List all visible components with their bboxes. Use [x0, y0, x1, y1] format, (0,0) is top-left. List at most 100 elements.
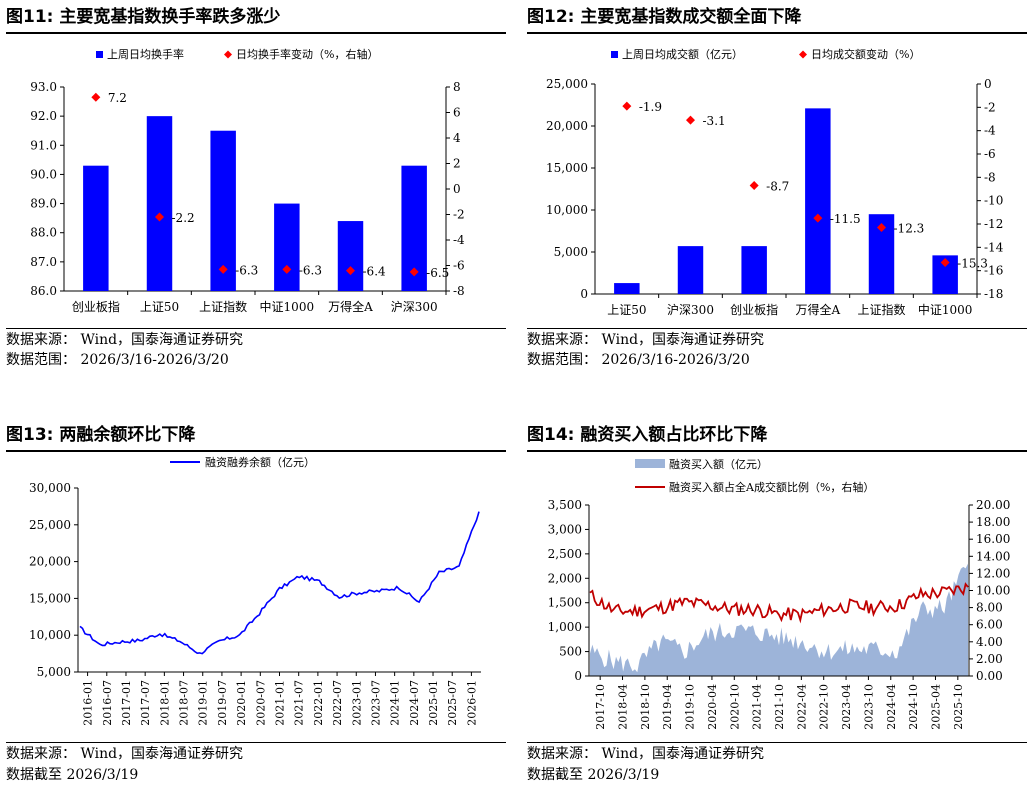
source-note: 数据来源： Wind，国泰海通证券研究 [6, 746, 244, 762]
data-point [749, 181, 759, 190]
y2-tick-label: 0.00 [976, 669, 1003, 683]
y-tick-label: 15,000 [546, 161, 588, 175]
x-tick-label: 2016-07 [101, 680, 114, 726]
y-tick-label: 25,000 [546, 77, 588, 91]
x-tick-label: 2018-04 [617, 684, 630, 730]
x-tick-label: 2023-04 [840, 684, 853, 730]
legend-diamond-label: 日均成交额变动（%） [811, 47, 920, 61]
margin-balance-chart: 融资融券余额（亿元） 5,000 10,000 15,000 20,000 25,000 3… [29, 455, 481, 726]
x-tick-label: 2026-01 [465, 680, 478, 726]
x-tick-label: 2024-07 [408, 680, 421, 726]
chart-title: 图14: 融资买入额占比环比下降 [527, 425, 768, 445]
x-tick-label: 2025-10 [952, 684, 965, 730]
bar [805, 108, 831, 294]
title-rule [527, 32, 1027, 34]
y-tick-label: 1,500 [548, 596, 582, 610]
x-tick-label: 2024-01 [389, 680, 402, 726]
x-tick-label: 创业板指 [72, 299, 120, 314]
x-tick-label: 创业板指 [730, 302, 778, 317]
legend-line-label: 融资融券余额（亿元） [205, 455, 315, 469]
x-tick-label: 中证1000 [918, 302, 973, 317]
chart-bottom-rule [6, 742, 506, 743]
y-tick-label: 88.0 [30, 226, 57, 240]
x-tick-label: 上证50 [140, 300, 179, 314]
x-tick-label: 上证50 [607, 303, 646, 317]
x-tick-label: 中证1000 [260, 299, 315, 314]
chart-bottom-rule [527, 328, 1027, 329]
y-tick-label: 2,000 [548, 571, 582, 585]
range-note: 数据范围： 2026/3/16-2026/3/20 [6, 352, 229, 368]
x-tick-label: 2020-10 [728, 684, 741, 730]
bar [83, 165, 109, 291]
series-line [79, 511, 480, 655]
x-tick-label: 2021-01 [274, 680, 287, 726]
x-tick-label: 2021-07 [293, 680, 306, 726]
data-point [218, 264, 228, 274]
y2-tick-label: 14.00 [976, 549, 1010, 563]
data-point [346, 266, 355, 276]
x-tick-label: 2022-01 [312, 680, 325, 726]
y2-tick-label: -16 [984, 264, 1003, 278]
x-tick-label: 2025-07 [446, 680, 459, 726]
data-point [91, 92, 101, 102]
y2-tick-label: 18.00 [976, 515, 1010, 529]
data-label: -6.3 [235, 263, 258, 277]
bar [741, 246, 767, 294]
y2-tick-label: 6 [453, 106, 461, 120]
legend-area-label: 融资买入额（亿元） [669, 458, 768, 471]
data-label: -1.9 [639, 100, 662, 114]
data-label: -3.1 [703, 114, 726, 128]
y2-tick-label: -2 [984, 100, 996, 114]
y2-tick-label: -4 [453, 233, 465, 247]
title-rule [6, 32, 506, 34]
bar [274, 203, 300, 291]
x-tick-label: 万得全A [328, 299, 373, 314]
chart-panel-turnover: 图11: 主要宽基指数换手率跌多涨少 上周日均换手率 日均换手率变动（%，右轴） 8… [6, 6, 506, 376]
chart-title: 图11: 主要宽基指数换手率跌多涨少 [6, 7, 281, 27]
x-tick-label: 沪深300 [667, 303, 714, 317]
bar [337, 221, 364, 291]
legend-bar-label: 上周日均换手率 [107, 47, 184, 61]
y2-tick-label: 4.00 [976, 635, 1003, 649]
y-tick-label: 3,500 [548, 498, 582, 512]
data-label: -6.5 [426, 266, 449, 280]
x-tick-label: 2021-10 [773, 684, 786, 730]
x-tick-label: 2025-01 [427, 680, 440, 726]
y2-tick-label: 4 [453, 131, 461, 145]
x-tick-label: 沪深300 [391, 300, 438, 314]
y-tick-label: 30,000 [29, 481, 71, 495]
y-tick-label: 3,000 [548, 522, 582, 536]
data-point [877, 223, 886, 232]
x-tick-label: 2019-01 [197, 680, 210, 726]
y-tick-label: 5,000 [37, 665, 71, 679]
x-tick-label: 2023-10 [862, 684, 875, 730]
y-tick-label: 15,000 [29, 591, 71, 605]
y-tick-label: 20,000 [546, 119, 588, 133]
y2-tick-label: -10 [984, 194, 1003, 208]
y2-tick-label: -6 [984, 147, 996, 161]
y-tick-label: 89.0 [30, 197, 57, 211]
series-line [589, 582, 969, 624]
data-label: -2.2 [172, 211, 195, 225]
y-tick-label: 500 [559, 645, 582, 659]
y-tick-label: 10,000 [29, 628, 71, 642]
legend-diamond-label: 日均换手率变动（%，右轴） [236, 47, 378, 61]
x-tick-label: 2022-07 [331, 680, 344, 726]
legend-diamond-swatch [224, 50, 232, 59]
x-tick-label: 上证指数 [199, 299, 247, 314]
data-label: -11.5 [830, 212, 861, 226]
data-point [409, 267, 419, 277]
y-tick-label: 25,000 [29, 518, 71, 532]
chart-bottom-rule [6, 328, 506, 329]
x-tick-label: 2019-04 [661, 684, 674, 730]
data-label: 7.2 [108, 91, 127, 105]
legend-line-label: 融资买入额占全A成交额比例（%，右轴） [669, 480, 874, 494]
y2-tick-label: 0 [984, 77, 992, 91]
data-label: -8.7 [766, 180, 789, 194]
data-point [155, 212, 164, 222]
y-tick-label: 1,000 [548, 620, 582, 634]
x-tick-label: 2024-04 [885, 684, 898, 730]
bar [614, 283, 640, 294]
bar [210, 130, 236, 291]
y-tick-label: 0 [574, 669, 582, 683]
